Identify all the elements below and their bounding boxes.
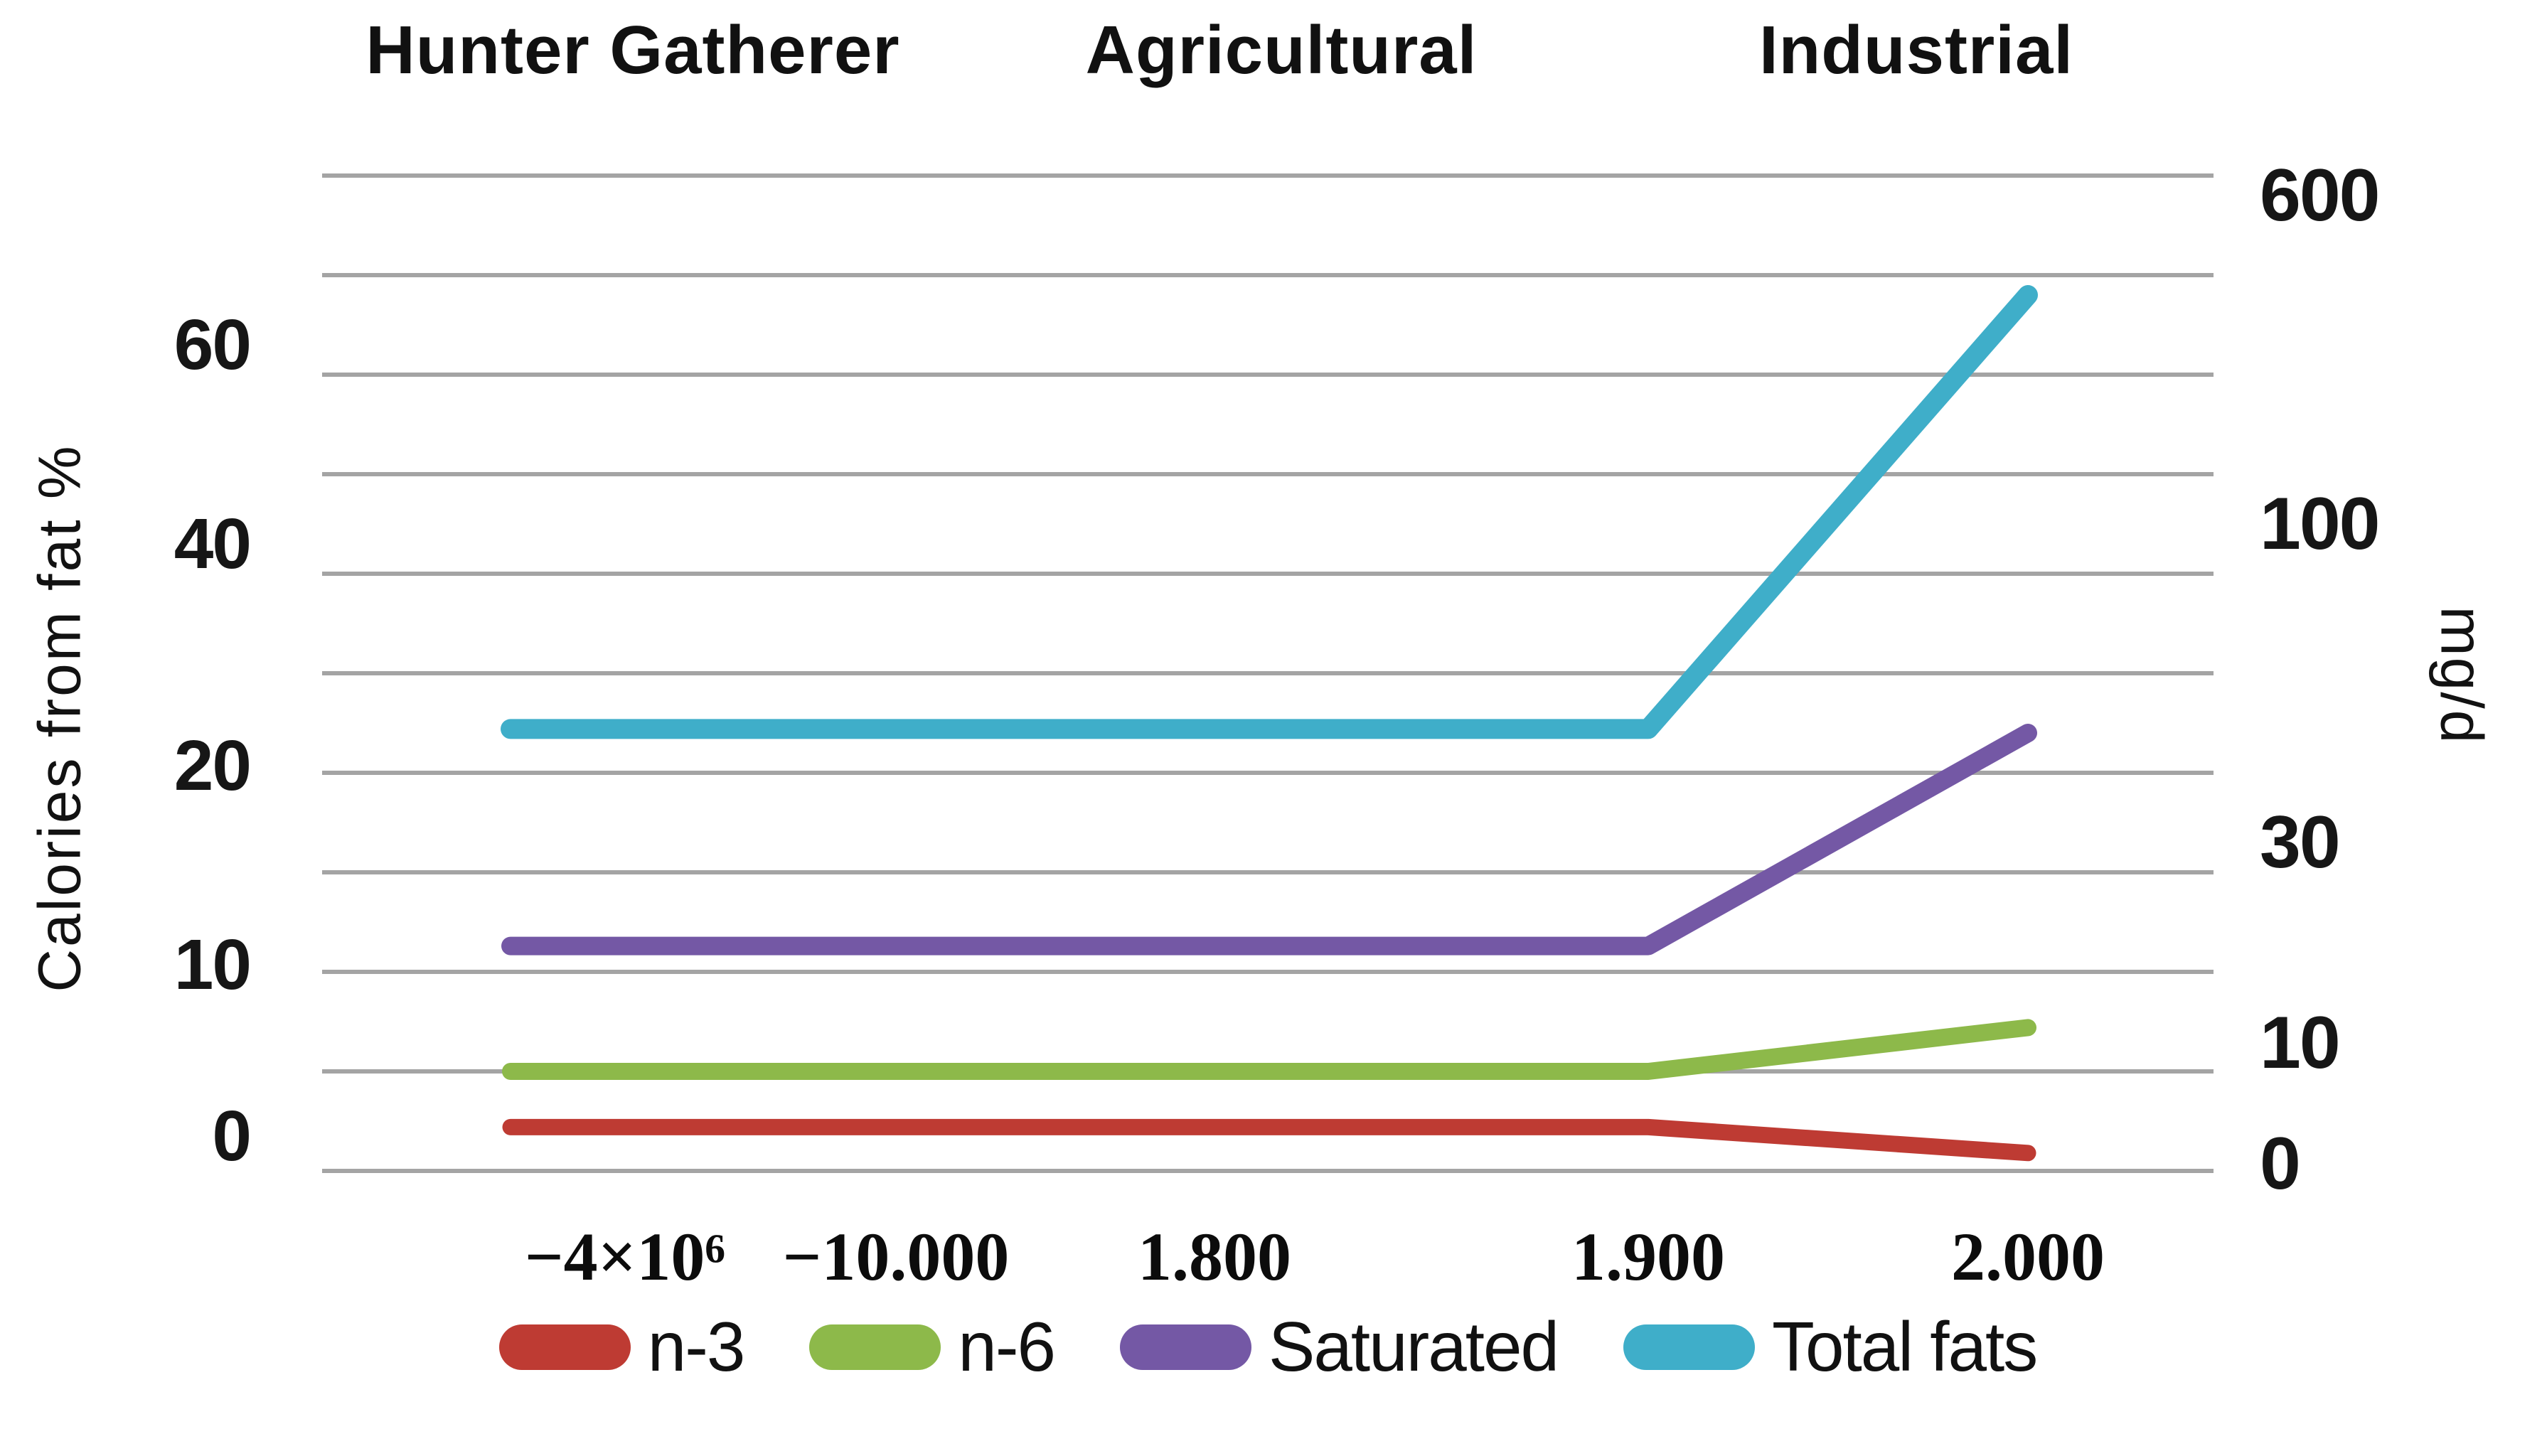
- era-label-agricultural: Agricultural: [1085, 12, 1478, 88]
- left-axis-title: Calories from fat %: [26, 444, 93, 992]
- series-lines: [501, 285, 2038, 1162]
- legend-swatch-saturated: [1120, 1324, 1252, 1370]
- era-label-industrial: Industrial: [1758, 12, 2074, 88]
- right-tick-10: 10: [2260, 1002, 2341, 1084]
- legend-swatch-n-3: [498, 1324, 631, 1370]
- legend-item-n-6: n-6: [809, 1307, 1056, 1387]
- legend-label: n-3: [647, 1307, 746, 1386]
- legend: n-3 n-6 Saturated Total fats: [322, 1307, 2214, 1387]
- x-tick-5: 2.000: [1951, 1219, 2105, 1295]
- series-line-total-fats: [501, 285, 2038, 739]
- x-tick-1: −4×10⁶: [524, 1219, 726, 1295]
- legend-item-total-fats: Total fats: [1623, 1307, 2038, 1387]
- x-tick-3: 1.800: [1138, 1219, 1291, 1295]
- era-label-hunter-gatherer: Hunter Gatherer: [365, 12, 900, 88]
- left-tick-0: 0: [212, 1096, 252, 1176]
- x-tick-4: 1.900: [1571, 1219, 1725, 1295]
- legend-label: n-6: [958, 1307, 1056, 1386]
- left-tick-60: 60: [173, 305, 252, 385]
- left-tick-10: 10: [173, 925, 252, 1005]
- right-tick-600: 600: [2260, 154, 2381, 237]
- legend-item-n-3: n-3: [498, 1307, 746, 1387]
- gridlines: [322, 173, 2214, 1173]
- legend-swatch-total-fats: [1623, 1324, 1756, 1370]
- right-axis-title: mg/d: [2428, 606, 2496, 745]
- legend-label: Total fats: [1772, 1307, 2038, 1386]
- series-line-n-6: [502, 1019, 2036, 1080]
- legend-item-saturated: Saturated: [1120, 1307, 1559, 1387]
- right-tick-0: 0: [2260, 1123, 2301, 1205]
- series-line-n-3: [502, 1118, 2036, 1162]
- series-line-saturated: [501, 724, 2037, 956]
- left-tick-20: 20: [173, 726, 252, 805]
- right-tick-100: 100: [2260, 483, 2381, 565]
- x-tick-2: −10.000: [782, 1219, 1010, 1295]
- right-tick-30: 30: [2260, 801, 2341, 884]
- left-tick-40: 40: [173, 504, 252, 584]
- legend-label: Saturated: [1269, 1307, 1559, 1386]
- legend-swatch-n-6: [809, 1324, 941, 1370]
